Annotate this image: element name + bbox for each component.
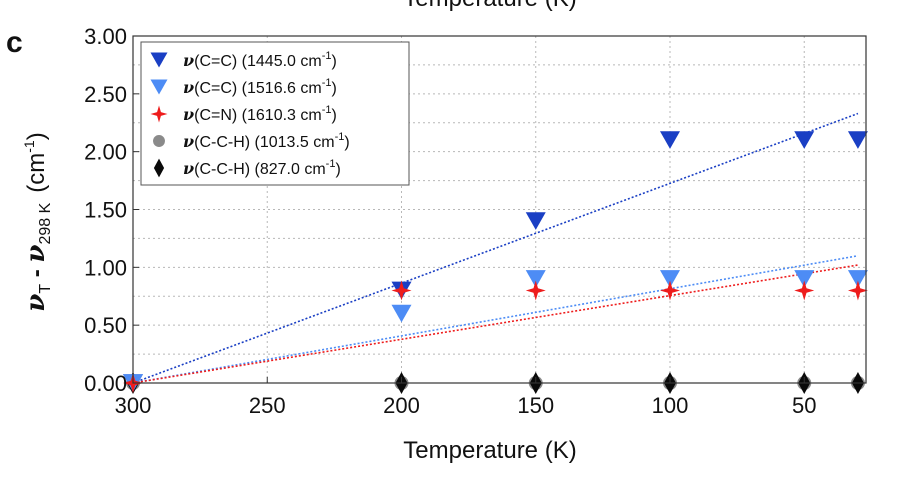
legend-close: ) xyxy=(335,161,340,178)
legend-marker-2 xyxy=(150,105,168,123)
legend-text: (C=N) (1610.3 cm xyxy=(194,107,322,124)
legend-box xyxy=(140,41,410,186)
fit-lines xyxy=(132,112,859,384)
legend-sup: -1 xyxy=(322,50,332,62)
y-tick-label: 0.00 xyxy=(84,371,127,396)
y-axis-unit: (cm xyxy=(23,153,50,193)
fit-line-series-1 xyxy=(132,254,859,384)
legend-entry-3: ν(C-C-H) (1013.5 cm-1) xyxy=(183,131,350,151)
data-point-series-2 xyxy=(847,280,868,301)
legend-marker-0 xyxy=(150,52,168,68)
y-axis-nu-t: ν xyxy=(21,294,51,312)
legend-nu: ν xyxy=(183,132,194,151)
legend-nu: ν xyxy=(183,105,194,124)
data-point-series-0 xyxy=(525,212,546,230)
legend-marker-3 xyxy=(153,135,165,147)
legend-close: ) xyxy=(331,107,336,124)
x-tick-label: 150 xyxy=(517,393,554,418)
data-point-series-0 xyxy=(659,131,680,149)
legend-nu: ν xyxy=(183,51,194,70)
x-tick-label: 250 xyxy=(249,393,286,418)
y-axis-sub-t: T xyxy=(37,284,54,294)
x-tick-label: 200 xyxy=(383,393,420,418)
legend-sup: -1 xyxy=(326,158,336,170)
data-point-series-1 xyxy=(847,270,868,288)
data-point-series-1 xyxy=(794,270,815,288)
legend-text: (C-C-H) (1013.5 cm xyxy=(194,134,334,151)
data-point-series-0 xyxy=(794,131,815,149)
panel-label: c xyxy=(6,26,23,59)
legend-sup: -1 xyxy=(322,77,332,89)
y-axis-nu-298: ν xyxy=(21,245,51,263)
x-tick-label: 100 xyxy=(652,393,689,418)
legend-entry-0: ν(C=C) (1445.0 cm-1) xyxy=(183,50,337,70)
y-axis-sub-298: 298 K xyxy=(37,202,54,244)
fit-line-series-0 xyxy=(132,112,859,384)
y-tick-label: 2.50 xyxy=(84,82,127,107)
y-tick-label: 1.00 xyxy=(84,255,127,280)
x-tick-label: 300 xyxy=(115,393,152,418)
data-point-series-2 xyxy=(525,280,546,301)
x-tick-label: 50 xyxy=(792,393,816,418)
legend-text: (C=C) (1445.0 cm xyxy=(194,53,322,70)
legend-nu: ν xyxy=(183,159,194,178)
data-point-series-1 xyxy=(391,304,412,323)
y-tick-labels: 0.00 0.50 1.00 1.50 2.00 2.50 3.00 xyxy=(84,24,139,396)
y-tick-label: 2.00 xyxy=(84,140,127,165)
data-point-series-1 xyxy=(659,270,680,288)
legend-nu: ν xyxy=(183,78,194,97)
legend-entry-2: ν(C=N) (1610.3 cm-1) xyxy=(183,104,337,124)
data-point-series-0 xyxy=(847,131,868,149)
y-axis-unit-close: ) xyxy=(23,132,50,140)
legend-marker-1 xyxy=(150,79,168,95)
legend-close: ) xyxy=(331,80,336,97)
legend-text: (C-C-H) (827.0 cm xyxy=(194,161,326,178)
top-cut-title: Temperature (K) xyxy=(403,0,576,12)
legend-close: ) xyxy=(331,53,336,70)
legend-close: ) xyxy=(344,134,349,151)
x-axis-title: Temperature (K) xyxy=(403,437,576,464)
grid-layer xyxy=(132,36,866,383)
data-point-series-2 xyxy=(794,280,815,301)
y-axis-unit-sup: -1 xyxy=(21,140,37,153)
legend-sup: -1 xyxy=(322,104,332,116)
legend-entry-1: ν(C=C) (1516.6 cm-1) xyxy=(183,77,337,97)
data-point-series-2 xyxy=(659,280,680,301)
y-tick-label: 3.00 xyxy=(84,24,127,49)
y-tick-label: 1.50 xyxy=(84,198,127,223)
fit-line-series-2 xyxy=(132,264,859,384)
y-axis-minus: - xyxy=(23,263,50,284)
data-point-series-1 xyxy=(525,270,546,288)
y-axis-title: νT - ν298 K(cm-1) xyxy=(21,132,54,311)
legend-text: (C=C) (1516.6 cm xyxy=(194,80,322,97)
x-tick-labels: 300 250 200 150 100 50 xyxy=(115,377,816,418)
y-tick-label: 0.50 xyxy=(84,313,127,338)
legend-entry-4: ν(C-C-H) (827.0 cm-1) xyxy=(183,158,341,178)
legend: ν(C=C) (1445.0 cm-1)ν(C=C) (1516.6 cm-1)… xyxy=(140,41,410,186)
data-point-series-2 xyxy=(391,280,412,301)
legend-sup: -1 xyxy=(335,131,345,143)
legend-marker-4 xyxy=(153,158,165,178)
